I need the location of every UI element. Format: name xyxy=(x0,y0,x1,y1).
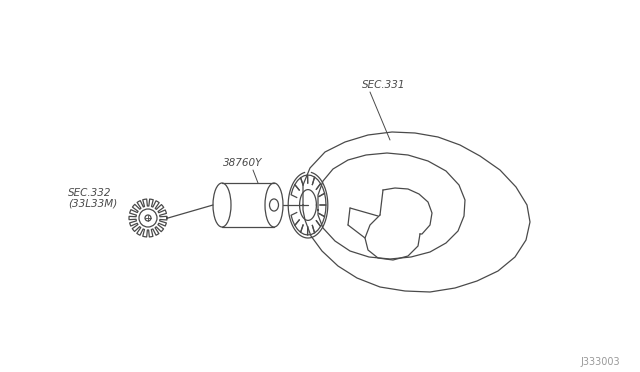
Text: SEC.332: SEC.332 xyxy=(68,188,111,198)
Text: 38760Y: 38760Y xyxy=(223,158,263,168)
Text: (33L33M): (33L33M) xyxy=(68,199,117,209)
Text: J333003: J333003 xyxy=(580,357,620,367)
Text: SEC.331: SEC.331 xyxy=(362,80,406,90)
